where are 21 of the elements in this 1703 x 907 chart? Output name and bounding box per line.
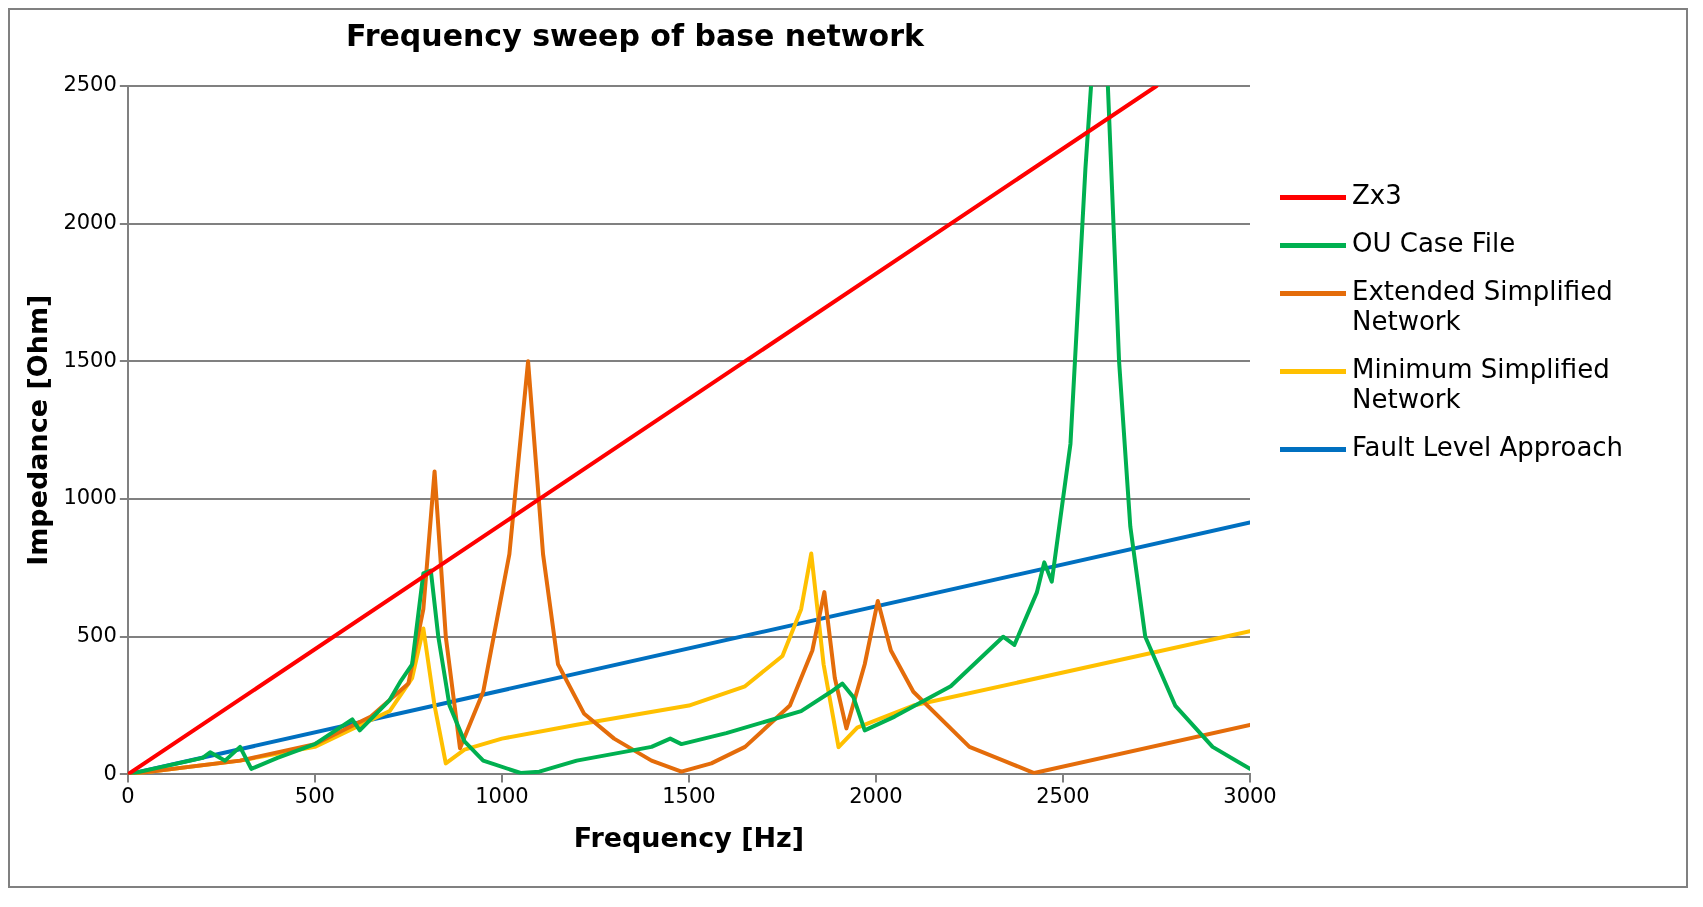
legend-label: OU Case File xyxy=(1352,228,1517,258)
x-tick-label: 2000 xyxy=(849,784,903,809)
y-axis-title: Impedance [Ohm] xyxy=(22,294,54,566)
legend-label: Zx3 xyxy=(1352,180,1403,210)
x-tick-label: 3000 xyxy=(1223,784,1277,809)
legend-label: Fault Level Approach xyxy=(1352,432,1625,462)
y-tick-label: 1500 xyxy=(63,347,117,372)
y-tick-label: 500 xyxy=(76,623,117,648)
x-tick-label: 500 xyxy=(294,784,335,809)
y-tick-label: 0 xyxy=(103,760,117,785)
legend-label: Minimum Simplified Network xyxy=(1352,354,1611,414)
legend-label: Extended Simplified Network xyxy=(1352,276,1614,336)
x-tick-label: 2500 xyxy=(1036,784,1090,809)
x-tick-label: 0 xyxy=(121,784,135,809)
chart-title: Frequency sweep of base network xyxy=(346,17,925,53)
y-tick-label: 1000 xyxy=(63,485,117,510)
y-tick-label: 2000 xyxy=(63,210,117,235)
x-tick-label: 1500 xyxy=(662,784,716,809)
x-tick-label: 1000 xyxy=(475,784,529,809)
y-tick-label: 2500 xyxy=(63,72,117,97)
x-axis-title: Frequency [Hz] xyxy=(573,821,805,853)
